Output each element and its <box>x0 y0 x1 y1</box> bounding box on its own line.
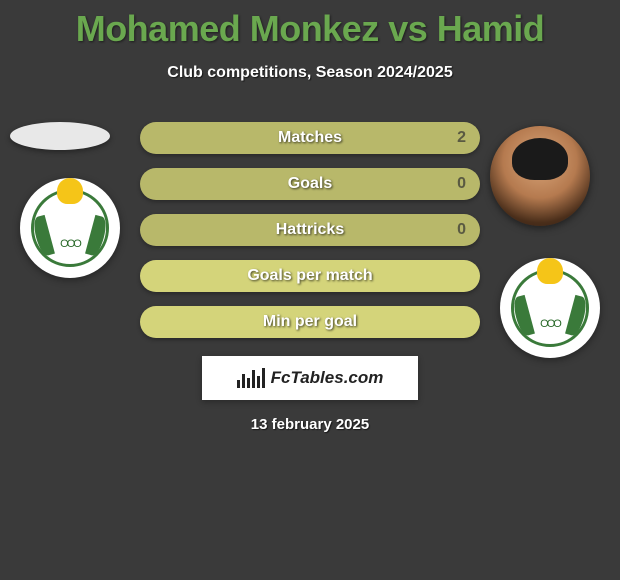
stat-row: Goals 0 <box>140 168 480 200</box>
brand-text: FcTables.com <box>271 368 384 388</box>
stat-row: Min per goal <box>140 306 480 338</box>
stats-bar-chart: Matches 2 Goals 0 Hattricks 0 Goals per match M… <box>140 122 480 352</box>
flame-icon <box>537 258 563 284</box>
stat-value-right: 0 <box>457 221 466 239</box>
bar-chart-icon <box>237 368 265 388</box>
flame-icon <box>57 178 83 204</box>
stat-row: Hattricks 0 <box>140 214 480 246</box>
stat-row: Goals per match <box>140 260 480 292</box>
date-label: 13 february 2025 <box>0 416 620 433</box>
stat-label: Hattricks <box>276 221 344 239</box>
page-title: Mohamed Monkez vs Hamid <box>0 0 620 50</box>
olympic-rings-icon: OOO <box>540 318 560 330</box>
subtitle: Club competitions, Season 2024/2025 <box>0 64 620 82</box>
stat-value-right: 0 <box>457 175 466 193</box>
club-crest-right: OOO <box>500 258 600 358</box>
club-crest-left: OOO <box>20 178 120 278</box>
stat-label: Min per goal <box>263 313 357 331</box>
player-left-avatar <box>10 122 110 150</box>
stat-label: Matches <box>278 129 342 147</box>
player-right-avatar <box>490 126 590 226</box>
stat-row: Matches 2 <box>140 122 480 154</box>
olympic-rings-icon: OOO <box>60 238 80 250</box>
stat-value-right: 2 <box>457 129 466 147</box>
stat-label: Goals per match <box>247 267 372 285</box>
stat-label: Goals <box>288 175 332 193</box>
brand-badge: FcTables.com <box>202 356 418 400</box>
